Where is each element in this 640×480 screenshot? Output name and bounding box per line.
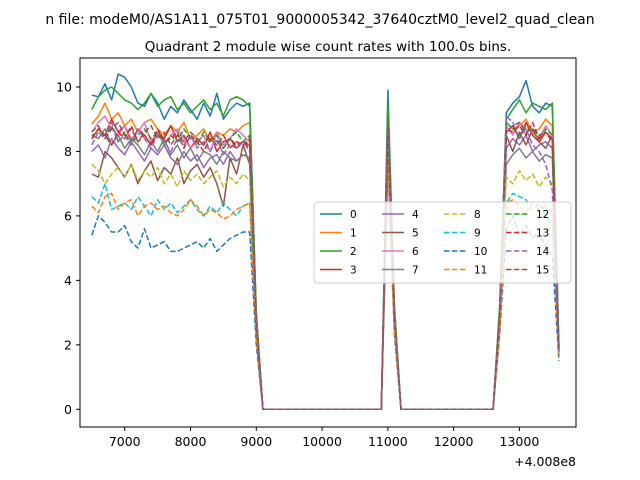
series-line-14 [91, 115, 560, 411]
legend-label-1: 1 [350, 228, 357, 240]
x-axis: 7000 8000 9000 10000 11000 12000 13000 [109, 427, 540, 449]
legend-label-15: 15 [536, 265, 549, 277]
x-tick-label: 10000 [302, 434, 342, 449]
x-tick-label: 9000 [240, 434, 272, 449]
legend-label-4: 4 [412, 209, 419, 221]
legend-label-0: 0 [350, 209, 357, 221]
legend-label-14: 14 [536, 246, 550, 258]
x-tick-label: 11000 [368, 434, 408, 449]
x-tick-label: 7000 [109, 434, 141, 449]
legend-label-9: 9 [474, 228, 481, 240]
legend-label-10: 10 [474, 246, 487, 258]
y-tick-label: 2 [64, 337, 72, 352]
legend-label-11: 11 [474, 265, 487, 277]
y-tick-label: 4 [64, 273, 72, 288]
plot-frame [79, 57, 577, 428]
legend-label-8: 8 [474, 209, 481, 221]
series-line-15 [91, 121, 560, 411]
y-tick-label: 6 [64, 208, 72, 223]
legend-label-7: 7 [412, 265, 419, 277]
figure-suptitle: n file: modeM0/AS1A11_075T01_9000005342_… [45, 12, 594, 28]
y-tick-label: 8 [64, 144, 72, 159]
legend-label-12: 12 [536, 209, 549, 221]
y-tick-label: 10 [56, 80, 72, 95]
y-axis: 0 2 4 6 8 10 [56, 80, 80, 417]
legend-label-3: 3 [350, 265, 357, 277]
y-tick-label: 0 [64, 402, 72, 417]
legend-label-6: 6 [412, 246, 419, 258]
legend-label-13: 13 [536, 228, 549, 240]
series-layer [91, 73, 560, 411]
legend-label-2: 2 [350, 246, 357, 258]
x-tick-label: 12000 [434, 434, 474, 449]
legend-box [313, 201, 572, 284]
legend-label-5: 5 [412, 228, 419, 240]
chart-title: Quadrant 2 module wise count rates with … [145, 39, 511, 55]
x-tick-label: 8000 [175, 434, 207, 449]
x-tick-label: 13000 [500, 434, 540, 449]
x-offset-label: +4.008e8 [514, 454, 576, 469]
